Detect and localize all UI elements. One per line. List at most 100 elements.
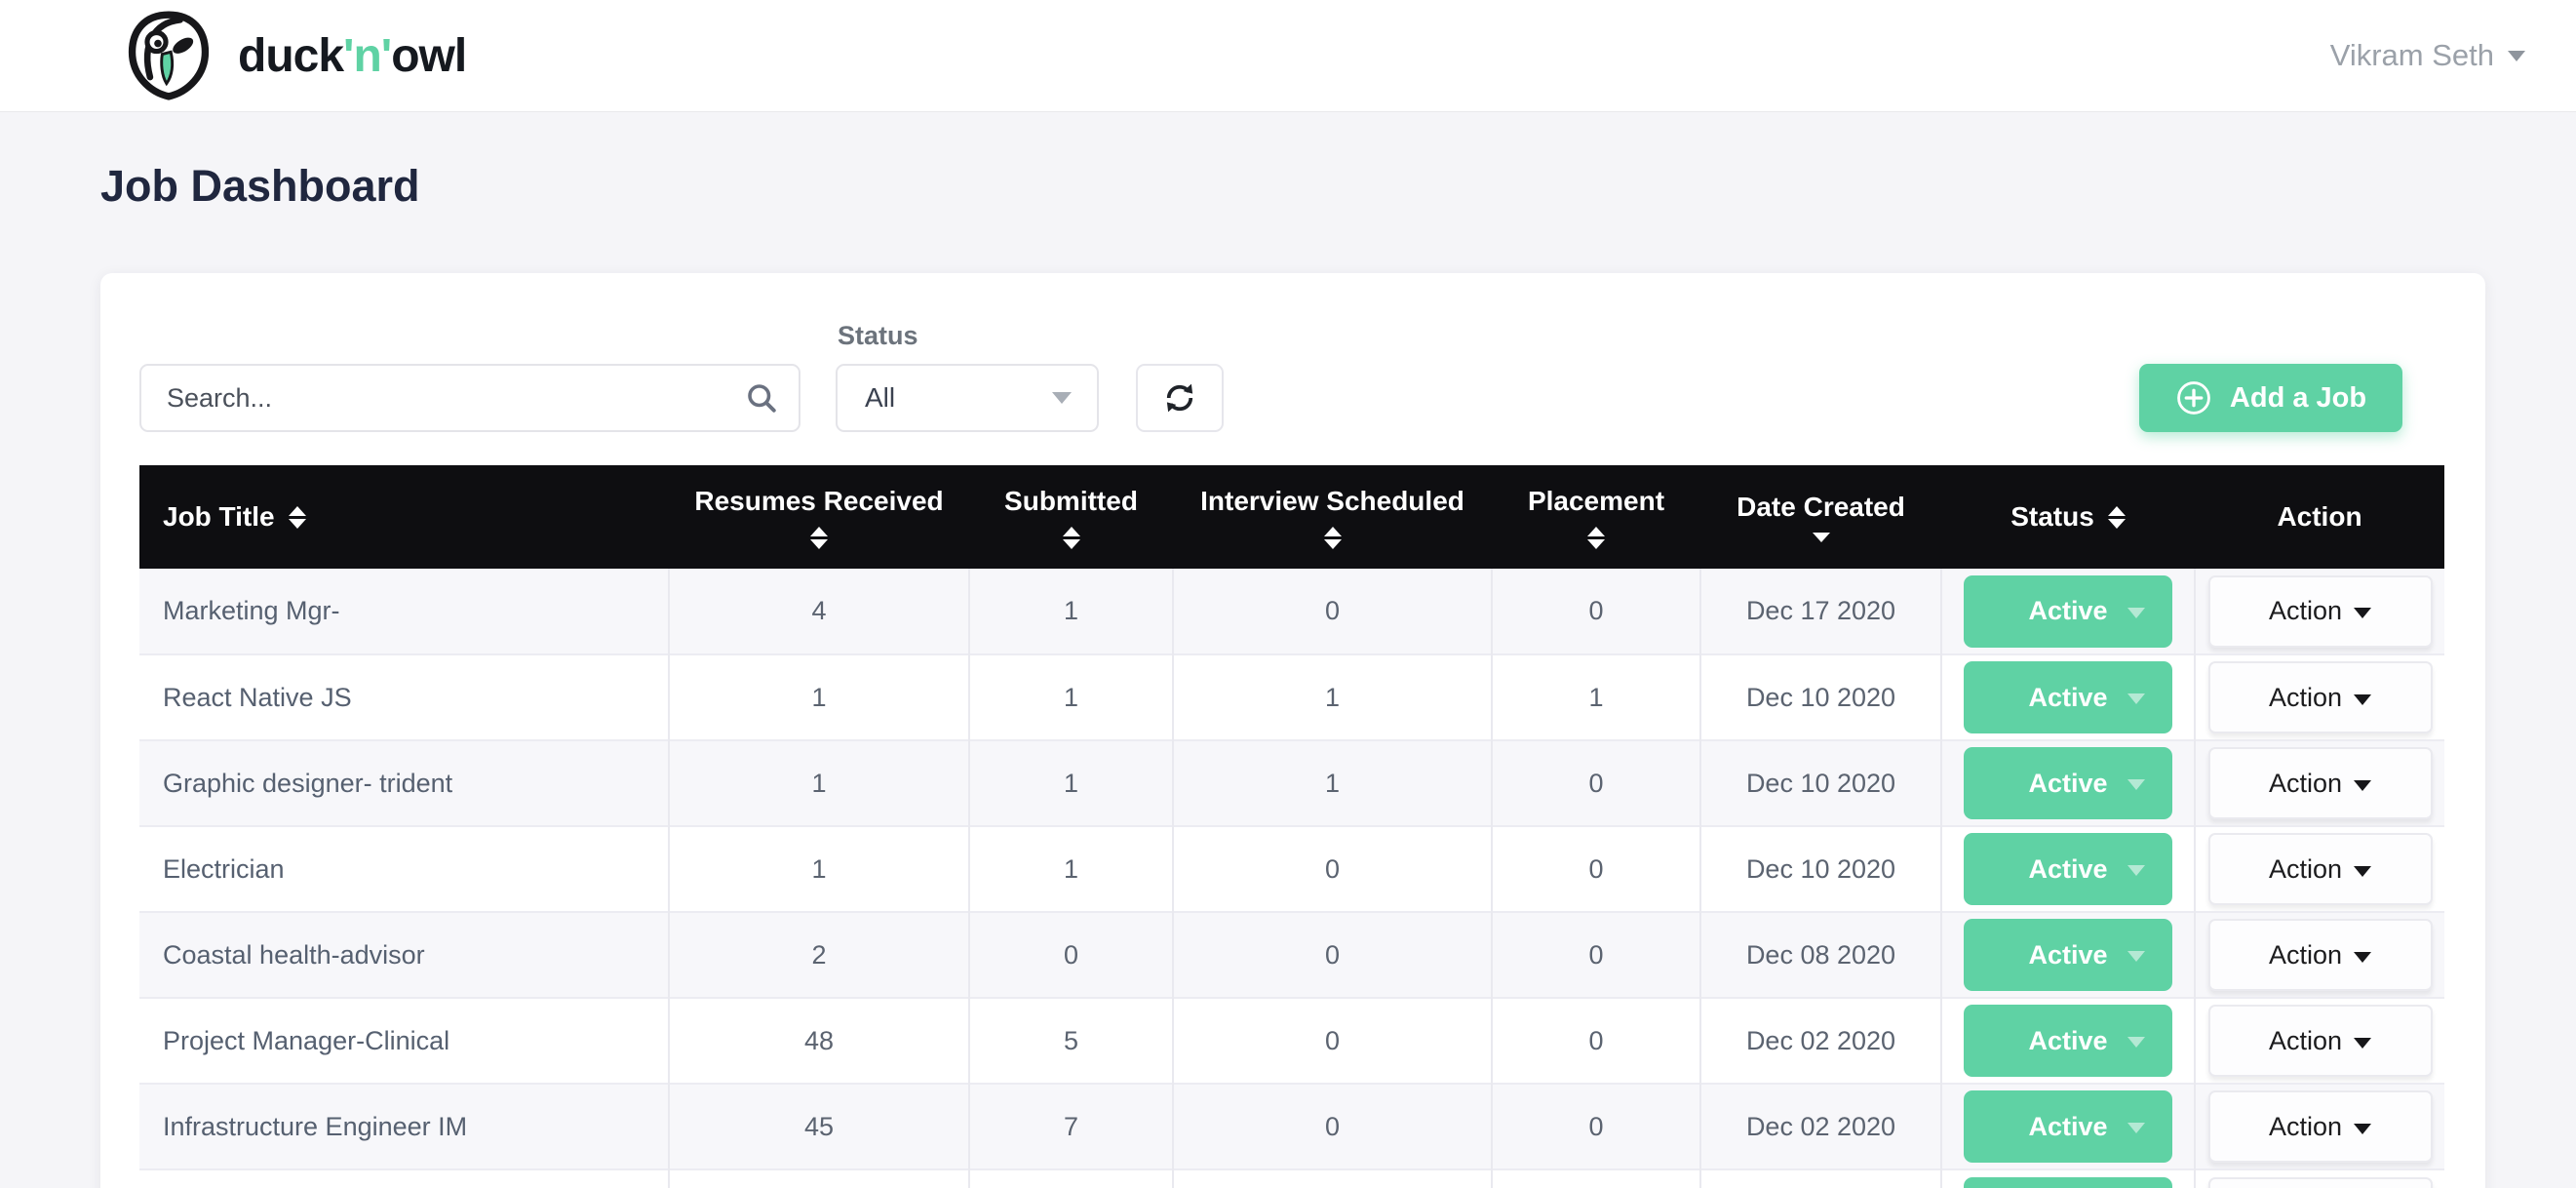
placement-value: 0 xyxy=(1491,911,1700,998)
job-title-link[interactable]: Electrician xyxy=(139,825,669,912)
user-name: Vikram Seth xyxy=(2329,38,2494,72)
column-header-action: Action xyxy=(2195,465,2444,569)
status-dropdown-button[interactable]: Active xyxy=(1964,661,2172,733)
status-dropdown-button[interactable]: Active xyxy=(1964,919,2172,991)
sort-icon xyxy=(1062,526,1080,549)
job-title-link[interactable]: React Native JS xyxy=(139,653,669,740)
column-header-submitted[interactable]: Submitted xyxy=(969,465,1173,569)
chevron-down-icon xyxy=(2354,693,2372,705)
user-menu[interactable]: Vikram Seth xyxy=(2330,38,2537,73)
dashboard-card: Status All xyxy=(100,273,2485,1188)
resumes-received-value: 1 xyxy=(668,825,969,912)
date-created-value: Dec 10 2020 xyxy=(1699,825,1941,912)
jobs-table: Job Title Resumes Received Submitted xyxy=(139,465,2444,1188)
job-title-link[interactable] xyxy=(139,1168,669,1188)
resumes-received-value: 1 xyxy=(668,739,969,826)
chevron-down-icon xyxy=(2127,779,2145,790)
resumes-received-value: 1 xyxy=(668,653,969,740)
status-filter-value: All xyxy=(865,382,896,413)
status-filter-select[interactable]: All xyxy=(836,364,1099,432)
date-created-value: Dec 10 2020 xyxy=(1699,653,1941,740)
job-title-link[interactable]: Infrastructure Engineer IM xyxy=(139,1083,669,1169)
plus-circle-icon xyxy=(2177,381,2210,415)
column-header-placement[interactable]: Placement xyxy=(1492,465,1700,569)
toolbar: Status All xyxy=(139,273,2446,432)
date-created-value: Dec 08 2020 xyxy=(1699,911,1941,998)
job-title-link[interactable]: Coastal health-advisor xyxy=(139,911,669,998)
refresh-button[interactable] xyxy=(1136,364,1224,432)
job-title-link[interactable]: Project Manager-Clinical xyxy=(139,997,669,1084)
column-header-interview-scheduled[interactable]: Interview Scheduled xyxy=(1173,465,1492,569)
submitted-value: 1 xyxy=(968,825,1173,912)
chevron-down-icon xyxy=(2354,1037,2372,1049)
action-dropdown-button[interactable]: Action xyxy=(2207,1090,2433,1163)
column-header-job-title[interactable]: Job Title xyxy=(139,465,669,569)
status-dropdown-button[interactable]: Active xyxy=(1964,833,2172,905)
sort-desc-icon xyxy=(1812,533,1830,542)
interview-scheduled-value: 1 xyxy=(1172,653,1492,740)
table-row: React Native JS 1 1 1 1 Dec 10 2020 Acti… xyxy=(139,653,2444,740)
interview-scheduled-value: 0 xyxy=(1172,825,1492,912)
submitted-value xyxy=(968,1168,1173,1188)
resumes-received-value xyxy=(668,1168,969,1188)
sort-icon xyxy=(2107,505,2126,529)
action-dropdown-button[interactable]: Action xyxy=(2207,574,2433,648)
search-wrap xyxy=(139,364,800,432)
brand-logo[interactable]: duck'n'owl xyxy=(123,10,467,101)
date-created-value: Dec 10 2020 xyxy=(1699,739,1941,826)
chevron-down-icon xyxy=(2354,608,2372,618)
chevron-down-icon xyxy=(2354,1123,2372,1134)
placement-value: 0 xyxy=(1491,569,1700,654)
chevron-down-icon xyxy=(2127,1123,2145,1133)
table-row: Marketing Mgr- 4 1 0 0 Dec 17 2020 Activ… xyxy=(139,569,2444,654)
table-row: Infrastructure Engineer IM 45 7 0 0 Dec … xyxy=(139,1083,2444,1169)
submitted-value: 0 xyxy=(968,911,1173,998)
column-header-date-created[interactable]: Date Created xyxy=(1700,465,1941,569)
table-header: Job Title Resumes Received Submitted xyxy=(139,465,2444,569)
action-dropdown-button[interactable]: Action xyxy=(2207,1005,2433,1077)
table-row: Graphic designer- trident 1 1 1 0 Dec 10… xyxy=(139,739,2444,826)
date-created-value: Dec 02 2020 xyxy=(1699,997,1941,1084)
page-title: Job Dashboard xyxy=(100,161,420,211)
table-row-partial: Active Action xyxy=(139,1168,2444,1188)
add-job-label: Add a Job xyxy=(2229,381,2367,414)
sort-icon xyxy=(810,526,828,549)
chevron-down-icon xyxy=(2354,951,2372,963)
column-header-status[interactable]: Status xyxy=(1941,465,2195,569)
column-header-resumes-received[interactable]: Resumes Received xyxy=(669,465,969,569)
status-filter-group: Status All xyxy=(836,321,1099,432)
job-title-link[interactable]: Marketing Mgr- xyxy=(163,596,340,625)
status-dropdown-button[interactable]: Active xyxy=(1964,1176,2172,1188)
placement-value: 0 xyxy=(1491,739,1700,826)
action-dropdown-button[interactable]: Action xyxy=(2207,747,2433,819)
chevron-down-icon xyxy=(2127,951,2145,962)
placement-value: 0 xyxy=(1491,997,1700,1084)
chevron-down-icon xyxy=(2127,693,2145,704)
interview-scheduled-value: 0 xyxy=(1172,911,1492,998)
action-dropdown-button[interactable]: Action xyxy=(2207,1176,2433,1188)
add-job-button[interactable]: Add a Job xyxy=(2139,364,2402,432)
action-dropdown-button[interactable]: Action xyxy=(2207,833,2433,905)
submitted-value: 1 xyxy=(968,739,1173,826)
job-title-link[interactable]: Graphic designer- trident xyxy=(139,739,669,826)
chevron-down-icon xyxy=(2127,607,2145,618)
interview-scheduled-value: 1 xyxy=(1172,739,1492,826)
refresh-icon xyxy=(1166,383,1193,413)
status-dropdown-button[interactable]: Active xyxy=(1964,1090,2172,1163)
action-dropdown-button[interactable]: Action xyxy=(2207,661,2433,733)
table-row: Project Manager-Clinical 48 5 0 0 Dec 02… xyxy=(139,997,2444,1084)
status-dropdown-button[interactable]: Active xyxy=(1964,574,2172,648)
status-dropdown-button[interactable]: Active xyxy=(1964,1005,2172,1077)
date-created-value xyxy=(1699,1168,1941,1188)
date-created-value: Dec 02 2020 xyxy=(1699,1083,1941,1169)
action-dropdown-button[interactable]: Action xyxy=(2207,919,2433,991)
resumes-received-value: 48 xyxy=(668,997,969,1084)
chevron-down-icon xyxy=(2354,865,2372,877)
status-dropdown-button[interactable]: Active xyxy=(1964,747,2172,819)
sort-icon xyxy=(1587,526,1605,549)
search-icon xyxy=(748,384,776,413)
brand-wordmark: duck'n'owl xyxy=(238,29,467,82)
search-input[interactable] xyxy=(139,364,800,432)
table-body: Marketing Mgr- 4 1 0 0 Dec 17 2020 Activ… xyxy=(139,569,2444,1188)
submitted-value: 5 xyxy=(968,997,1173,1084)
